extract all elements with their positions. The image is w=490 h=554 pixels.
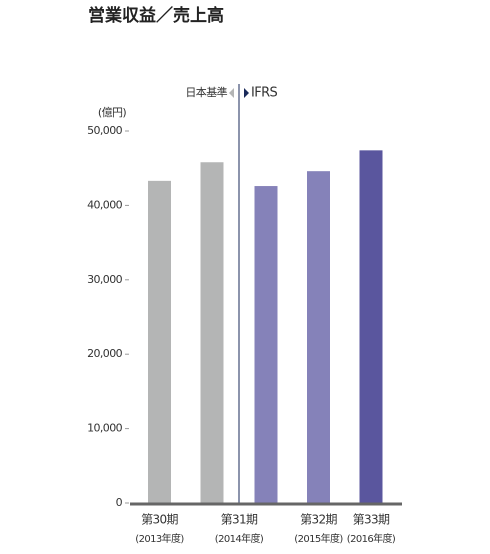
bar	[254, 186, 278, 503]
x-tick-label: 第30期	[141, 513, 178, 527]
x-tick-label: 第32期	[300, 513, 337, 527]
bar	[148, 180, 171, 503]
y-tick-label: 20,000	[87, 347, 122, 360]
x-tick-sublabel: (2015年度)	[294, 532, 343, 545]
y-tick-label: 0	[116, 496, 123, 509]
y-tick-label: 10,000	[87, 422, 122, 435]
right-marker	[244, 88, 249, 98]
y-tick-label: 40,000	[87, 198, 122, 211]
left-marker	[229, 88, 234, 98]
bar	[200, 162, 224, 504]
y-tick-label: 50,000	[87, 124, 122, 137]
x-tick-sublabel: (2016年度)	[347, 532, 396, 545]
annotation: 日本基準	[185, 85, 227, 99]
x-tick-sublabel: (2014年度)	[215, 532, 264, 545]
bar	[359, 150, 383, 503]
chart-title: 営業収益／売上高	[88, 5, 224, 26]
x-tick-label: 第33期	[353, 513, 390, 527]
bar	[307, 171, 330, 503]
y-unit: (億円)	[98, 106, 126, 119]
y-tick-label: 30,000	[87, 273, 122, 286]
x-tick-sublabel: (2013年度)	[135, 532, 184, 545]
x-tick-label: 第31期	[221, 513, 258, 527]
annotation: IFRS	[251, 86, 278, 101]
